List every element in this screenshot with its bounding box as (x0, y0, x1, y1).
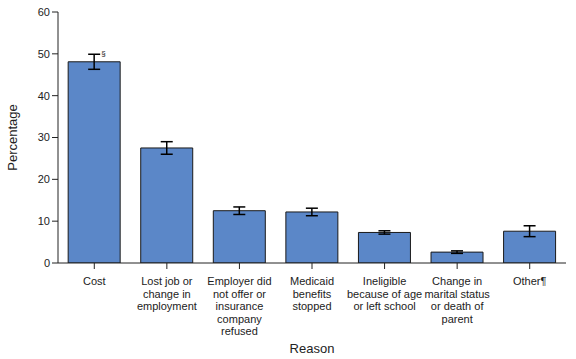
svg-text:30: 30 (38, 131, 50, 143)
svg-text:Ineligiblebecause of ageor lef: Ineligiblebecause of ageor left school (347, 275, 422, 312)
svg-text:Other¶: Other¶ (513, 275, 547, 287)
svg-text:50: 50 (38, 48, 50, 60)
svg-text:20: 20 (38, 173, 50, 185)
svg-text:0: 0 (44, 257, 50, 269)
svg-text:Medicaidbenefitsstopped: Medicaidbenefitsstopped (290, 275, 334, 312)
svg-text:60: 60 (38, 6, 50, 18)
svg-text:§: § (101, 49, 105, 58)
svg-text:Cost: Cost (83, 275, 106, 287)
svg-text:Employer didnot offer orinsura: Employer didnot offer orinsurancecompany… (207, 275, 271, 337)
svg-text:Change inmarital statusor deat: Change inmarital statusor death ofparent (424, 275, 490, 325)
svg-text:Reason: Reason (290, 341, 335, 356)
svg-text:40: 40 (38, 90, 50, 102)
svg-text:Percentage: Percentage (5, 104, 20, 171)
svg-text:10: 10 (38, 215, 50, 227)
svg-text:Lost job orchange inemployment: Lost job orchange inemployment (137, 275, 197, 312)
